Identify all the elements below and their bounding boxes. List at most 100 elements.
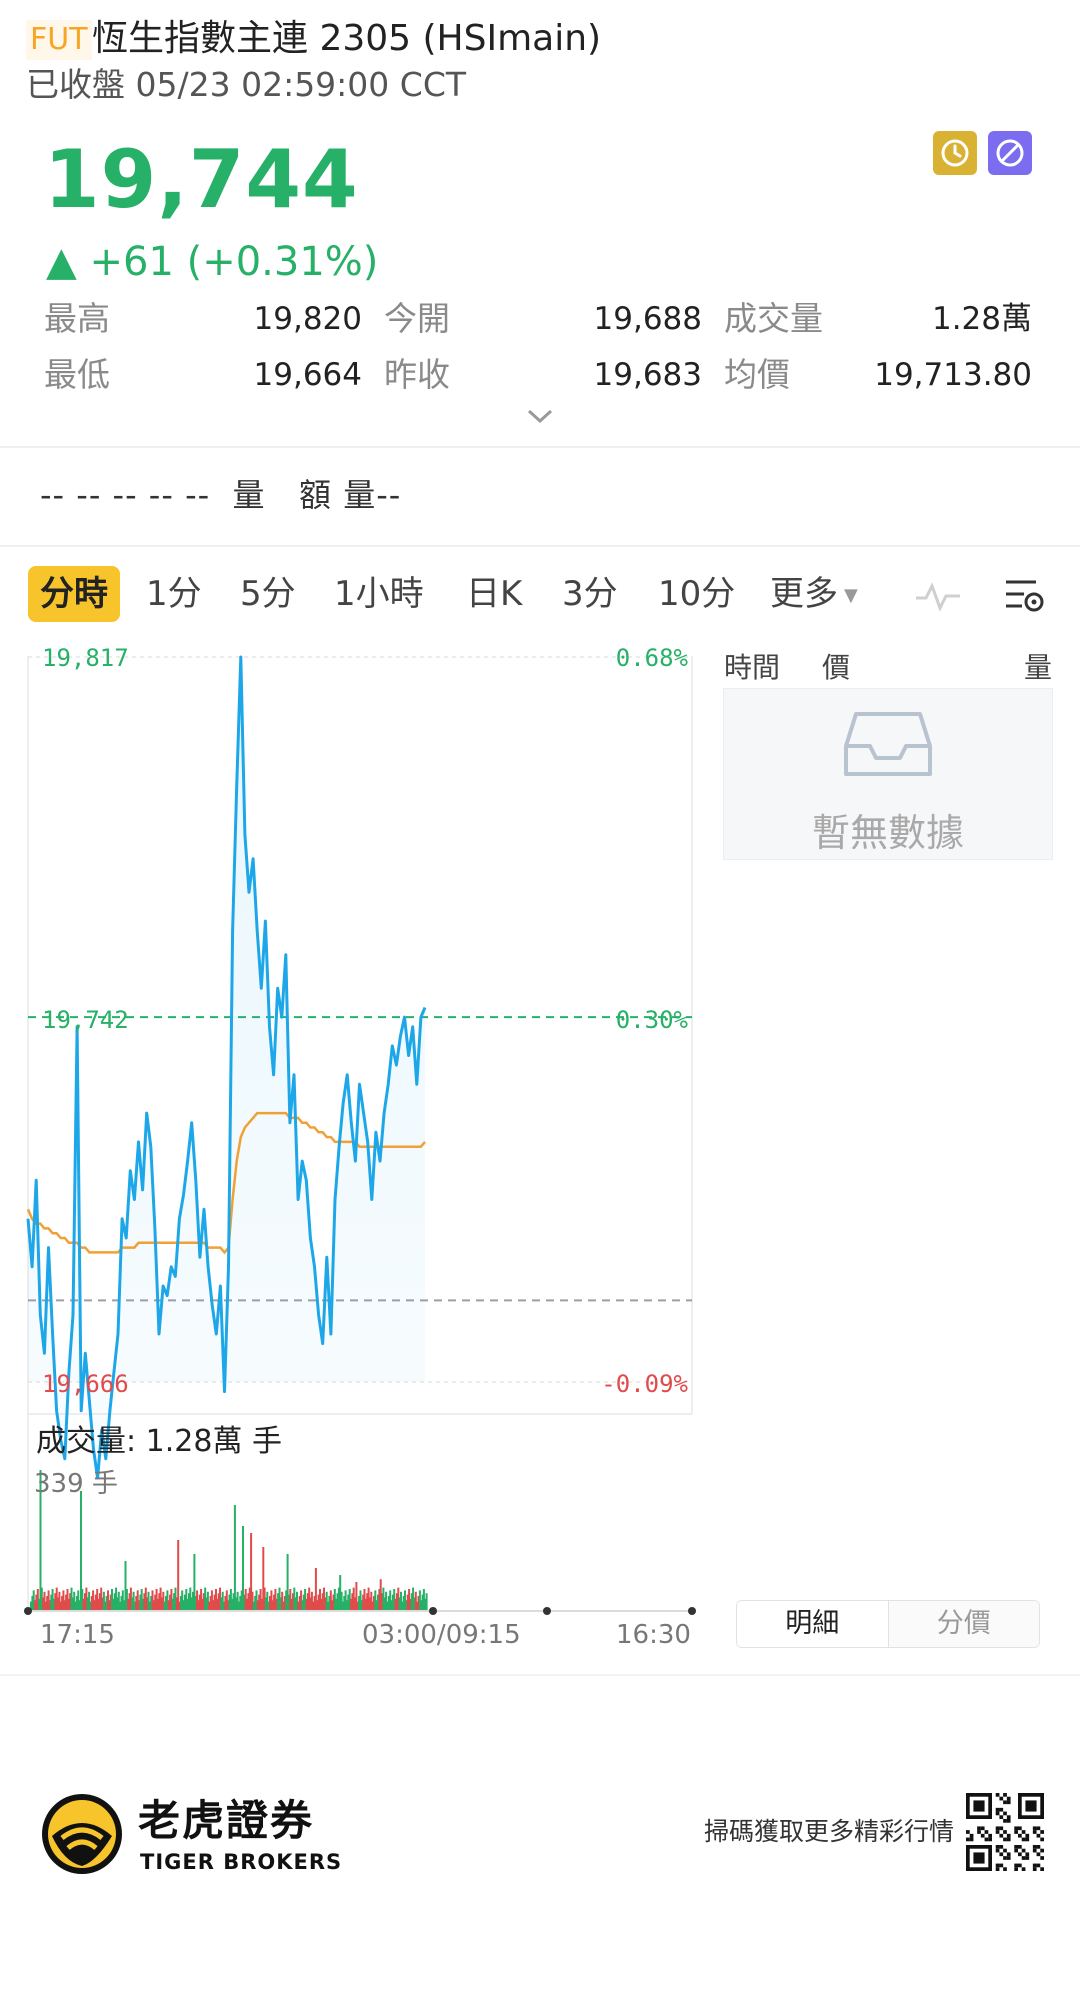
qr-module (1018, 1833, 1022, 1838)
volume-bar (92, 1590, 95, 1610)
scan-qr-text: 掃碼獲取更多精彩行情 (704, 1817, 955, 1846)
volume-bar (155, 1589, 158, 1610)
volume-bar (197, 1600, 200, 1610)
volume-bar (314, 1568, 317, 1610)
tab-3min[interactable]: 3分 (562, 574, 618, 614)
volume-bar (107, 1590, 109, 1610)
volume-bar (390, 1600, 393, 1610)
volume-bar (277, 1593, 280, 1610)
volume-bar (156, 1598, 159, 1610)
history-clock-icon[interactable] (933, 131, 977, 175)
volume-bar (210, 1590, 213, 1610)
volume-bar (223, 1601, 226, 1610)
segment-detail[interactable]: 明細 (737, 1601, 888, 1647)
volume-bar (317, 1594, 320, 1610)
qr-module (984, 1837, 989, 1842)
volume-bar (111, 1589, 113, 1610)
qr-module (1006, 1852, 1011, 1857)
volume-bar (77, 1590, 80, 1610)
tab-daily-k[interactable]: 日K (466, 574, 523, 614)
volume-bar (348, 1589, 351, 1610)
volume-bar (387, 1596, 390, 1610)
qr-module (1021, 1837, 1026, 1842)
volume-bar (217, 1593, 220, 1610)
volume-bar (139, 1594, 142, 1610)
qr-code-icon[interactable] (966, 1793, 1044, 1871)
tab-10min[interactable]: 10分 (658, 574, 736, 614)
tiger-logo-icon (40, 1792, 124, 1876)
volume-bar (69, 1593, 72, 1610)
volume-bar (220, 1597, 223, 1610)
stat-label-avg-price: 均價 (724, 355, 790, 394)
volume-bar (200, 1589, 203, 1610)
tab-1min[interactable]: 1分 (146, 574, 202, 614)
volume-bar (227, 1600, 230, 1610)
tab-1hour[interactable]: 1小時 (334, 574, 424, 614)
volume-bar (119, 1601, 122, 1610)
tab-intraday[interactable]: 分時 (28, 566, 120, 622)
qr-module (1003, 1830, 1007, 1834)
volume-bar (310, 1591, 313, 1610)
volume-bar (167, 1600, 170, 1610)
volume-bar (323, 1587, 325, 1610)
volume-bar (30, 1601, 32, 1610)
volume-bar (78, 1600, 81, 1610)
volume-bar (213, 1594, 216, 1610)
volume-bar (55, 1587, 58, 1610)
volume-bar (185, 1589, 188, 1610)
qr-finder (1025, 1800, 1037, 1812)
chart-settings-icon[interactable] (1002, 574, 1048, 622)
price-line (26, 655, 427, 1480)
qr-module (1003, 1811, 1007, 1816)
volume-bar (42, 1597, 45, 1610)
qr-module (1036, 1863, 1041, 1868)
no-ads-icon[interactable] (988, 131, 1032, 175)
volume-bar (101, 1597, 104, 1610)
qr-module (980, 1833, 985, 1838)
intraday-chart[interactable]: 19,817 19,742 19,666 0.68% 0.30% -0.09% (0, 640, 700, 1640)
volume-bar (206, 1591, 209, 1610)
market-status: 已收盤 05/23 02:59:00 CCT (26, 65, 467, 104)
volume-bar (186, 1598, 189, 1610)
qr-module (995, 1826, 1000, 1831)
volume-bar (377, 1594, 379, 1610)
volume-bar (286, 1554, 289, 1610)
volume-bar (66, 1589, 69, 1610)
tab-5min[interactable]: 5分 (240, 574, 296, 614)
volume-bar (332, 1594, 335, 1610)
qr-module (995, 1867, 1000, 1871)
volume-bar (216, 1598, 219, 1610)
volume-bar (123, 1600, 126, 1610)
volume-bar (368, 1597, 371, 1610)
volume-bar (394, 1598, 397, 1610)
volume-bar (134, 1601, 136, 1610)
volume-bar (108, 1600, 111, 1610)
volume-bar (273, 1594, 276, 1610)
volume-bar (285, 1590, 288, 1610)
volume-bar (35, 1594, 38, 1610)
chevron-down-icon[interactable] (525, 404, 555, 428)
volume-bar (238, 1601, 240, 1610)
qr-module (969, 1833, 974, 1838)
volume-bar (228, 1594, 231, 1610)
volume-bar (373, 1596, 375, 1610)
volume-bar (81, 1589, 84, 1610)
volume-bar (347, 1594, 350, 1610)
qr-module (977, 1830, 981, 1834)
qr-module (999, 1815, 1004, 1819)
qr-module (1006, 1819, 1011, 1823)
wave-indicator-icon[interactable] (914, 578, 962, 618)
volume-bar (294, 1597, 297, 1610)
x-tick-session-break: 03:00/09:15 (362, 1620, 521, 1650)
volume-bar (43, 1591, 46, 1610)
volume-bar (171, 1598, 174, 1610)
volume-bar (46, 1596, 49, 1610)
volume-bar (65, 1594, 68, 1610)
last-price: 19,744 (44, 133, 359, 226)
qr-module (1018, 1863, 1022, 1868)
segment-price-distribution[interactable]: 分價 (887, 1601, 1039, 1647)
volume-bar (410, 1593, 413, 1610)
tab-more[interactable]: 更多 ▼ (770, 566, 858, 624)
volume-bar (189, 1587, 192, 1610)
volume-bar (340, 1591, 343, 1610)
